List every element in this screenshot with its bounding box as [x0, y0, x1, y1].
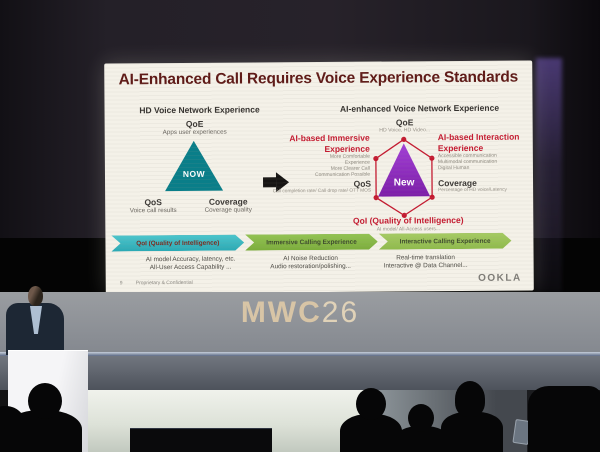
right-coverage: Coverage Percentage of HD voice/Latency	[438, 177, 558, 194]
left-qoe-label: QoE	[185, 118, 204, 129]
roadmap-segment-label: Immersive Calling Experience	[266, 238, 357, 246]
now-triangle	[164, 140, 224, 192]
right-qos: QoS Call completion rate/ Call drop rate…	[223, 179, 371, 196]
left-coverage-label: Coverage	[208, 196, 248, 207]
mwc-logo-year: 26	[321, 296, 360, 329]
left-qos-desc: Voice call results	[129, 206, 177, 215]
stage-monitor	[130, 428, 272, 452]
interaction-experience-block: AI-based Interaction Experience Accessib…	[438, 131, 558, 172]
column-qoi-details: AI model Accuracy, latency, etc. All-Use…	[121, 255, 261, 272]
right-qoe-label: QoE	[395, 117, 414, 128]
now-triangle-label: NOW	[182, 168, 206, 179]
roadmap-segment-interactive: Interactive Calling Experience	[379, 233, 512, 250]
right-qoe-desc: HD Voice, HD Video...	[379, 127, 431, 134]
interaction-label-line1: AI-based Interaction	[437, 131, 520, 143]
column-line: All-User Access Capability ...	[149, 263, 232, 272]
mwc26-logo: MWC26	[0, 296, 600, 330]
roadmap-segment-label: QoI (Quality of Intelligence)	[136, 239, 220, 247]
left-qos: QoS Voice call results	[115, 197, 191, 215]
roadmap-segment-label: Interactive Calling Experience	[399, 237, 491, 245]
slide-title: AI-Enhanced Call Requires Voice Experien…	[118, 68, 519, 89]
confidential-label: Proprietary & Confidential	[135, 279, 193, 287]
mwc-logo-text: MWC	[240, 296, 322, 329]
audience-silhouette	[528, 386, 600, 452]
right-qos-desc: Call completion rate/ Call drop rate/ OT…	[272, 188, 372, 195]
interaction-line: Digital Human	[437, 164, 470, 171]
roadmap-segment-immersive: Immersive Calling Experience	[245, 234, 378, 251]
immersive-label-line1: AI-based Immersive	[289, 132, 370, 144]
right-qoe: QoE HD Voice, HD Video...	[365, 117, 445, 135]
immersive-experience-block: AI-based Immersive Experience More Comfo…	[253, 133, 370, 179]
backdrop-lower-wall	[0, 356, 600, 396]
column-interactive-details: Real-time translation Interactive @ Data…	[361, 254, 491, 271]
curtain-light-glow	[536, 58, 562, 292]
roadmap-segment-qoi: QoI (Quality of Intelligence)	[111, 235, 244, 252]
audience-head	[408, 404, 434, 432]
left-coverage: Coverage Coverage quality	[193, 196, 263, 214]
column-line: Interactive @ Data Channel...	[383, 261, 468, 270]
right-section-heading: AI-enhanced Voice Network Experience	[339, 102, 500, 114]
audience-silhouette	[340, 414, 402, 452]
ookla-logo: OOKLA	[478, 272, 522, 284]
right-coverage-desc: Percentage of HD voice/Latency	[438, 187, 507, 194]
backdrop-accent-stripe	[0, 352, 600, 356]
column-line: Audio restoration/polishing...	[270, 262, 351, 271]
left-qoe: QoE Apps user experiences	[145, 119, 245, 137]
new-triangle	[378, 143, 431, 197]
left-section-heading: HD Voice Network Experience	[139, 104, 260, 116]
left-qos-label: QoS	[144, 197, 162, 208]
qoi-block: QoI (Quality of Intelligence) AI model/ …	[308, 215, 508, 234]
audience-silhouette	[441, 412, 503, 452]
audience-head	[356, 388, 386, 420]
left-coverage-desc: Coverage quality	[204, 206, 252, 214]
qoi-label: QoI (Quality of Intelligence)	[353, 214, 464, 226]
audience-head	[455, 381, 485, 417]
slide-page-number: 9	[119, 280, 123, 287]
projection-screen: AI-Enhanced Call Requires Voice Experien…	[104, 60, 534, 294]
left-qoe-desc: Apps user experiences	[162, 128, 227, 137]
presenter-head	[28, 286, 43, 306]
new-triangle-label: New	[394, 177, 415, 188]
roadmap-chevron-bar: QoI (Quality of Intelligence) Immersive …	[111, 233, 511, 252]
column-immersive-details: AI Noise Reduction Audio restoration/pol…	[251, 255, 371, 272]
new-hexagon-diagram: New	[373, 136, 435, 219]
stage-backdrop	[0, 292, 600, 354]
audience-head	[28, 383, 62, 419]
